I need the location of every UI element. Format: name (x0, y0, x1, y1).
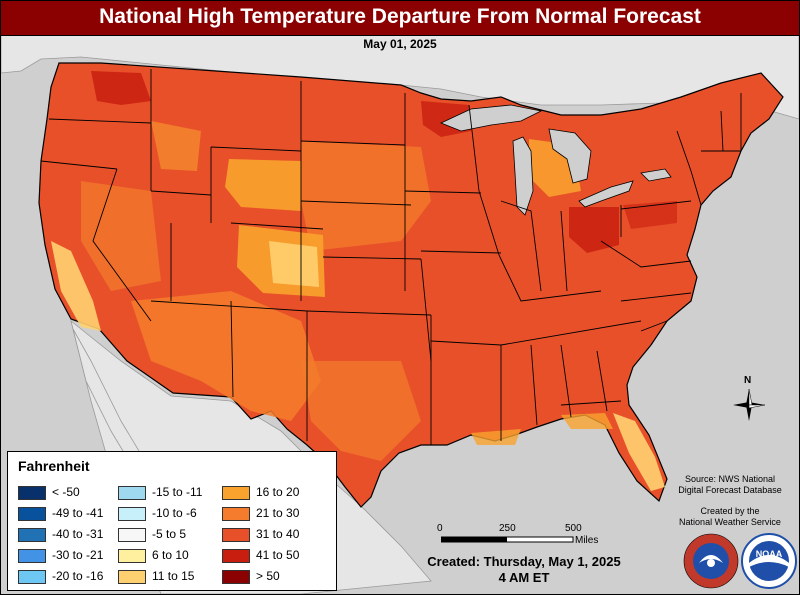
legend-item: 41 to 50 (222, 547, 299, 563)
legend-swatch (222, 485, 250, 500)
title-bar: National High Temperature Departure From… (1, 1, 799, 36)
source-note: Source: NWS National Digital Forecast Da… (665, 474, 795, 496)
source-line-1: Source: NWS National (684, 474, 776, 484)
lake-erie (578, 180, 634, 208)
noaa-logo: NOAA (741, 533, 797, 589)
legend-swatch (222, 506, 250, 521)
lake-michigan (512, 136, 534, 216)
warm-region-nevada (81, 181, 161, 291)
created-line-1: Created: Thursday, May 1, 2025 (427, 554, 621, 569)
warm-region-plains (301, 141, 431, 251)
created-note: Created: Thursday, May 1, 2025 4 AM ET (399, 554, 649, 586)
mild-region-wyoming (225, 159, 301, 211)
legend-item: -5 to 5 (118, 526, 186, 542)
legend-item: 11 to 15 (118, 568, 194, 584)
legend-item: -20 to -16 (18, 568, 103, 584)
nws-logo (683, 533, 739, 589)
scale-unit: Miles (575, 535, 599, 546)
mild-region-colorado-core (269, 241, 319, 287)
mild-region-florida (613, 413, 665, 491)
noaa-logo-text: NOAA (756, 549, 783, 559)
legend-item: < -50 (18, 484, 80, 500)
legend-swatch (18, 506, 46, 521)
legend-swatch (118, 485, 146, 500)
warm-region-southwest (131, 291, 321, 421)
legend-swatch (222, 527, 250, 542)
legend-item: 31 to 40 (222, 526, 299, 542)
scale-bar (441, 536, 574, 543)
credit-line-2: National Weather Service (679, 517, 781, 527)
lake-superior (439, 104, 543, 132)
legend-swatch (118, 506, 146, 521)
legend-item: -10 to -6 (118, 505, 197, 521)
legend-item: -40 to -31 (18, 526, 103, 542)
legend-item: 16 to 20 (222, 484, 299, 500)
legend-item: -49 to -41 (18, 505, 103, 521)
legend-item: 6 to 10 (118, 547, 189, 563)
legend-swatch (18, 527, 46, 542)
legend-title: Fahrenheit (18, 458, 90, 474)
legend-swatch (222, 548, 250, 563)
legend-swatch (118, 548, 146, 563)
compass-north-label: N (744, 375, 752, 386)
legend-swatch (118, 569, 146, 584)
scale-tick-250: 250 (499, 523, 516, 534)
legend-swatch (222, 569, 250, 584)
compass-rose (733, 388, 766, 421)
credit-note: Created by the National Weather Service (665, 506, 795, 528)
map-title: National High Temperature Departure From… (99, 5, 701, 28)
state-boundaries (40, 69, 742, 445)
scale-tick-500: 500 (565, 523, 582, 534)
legend-item: -15 to -11 (118, 484, 202, 500)
mild-region-idaho (151, 121, 201, 171)
legend: Fahrenheit < -50 -49 to -41 -40 to -31 -… (7, 451, 337, 591)
created-line-2: 4 AM ET (498, 570, 550, 585)
heat-region-ohio (569, 207, 619, 253)
legend-item: > 50 (222, 568, 280, 584)
source-line-2: Digital Forecast Database (678, 485, 782, 495)
scale-tick-0: 0 (437, 523, 443, 534)
legend-swatch (118, 527, 146, 542)
lake-ontario (640, 168, 672, 182)
heat-region-washington (91, 71, 151, 105)
legend-item: -30 to -21 (18, 547, 103, 563)
lake-huron (548, 128, 592, 184)
legend-item: 21 to 30 (222, 505, 299, 521)
mild-region-gulf-coast (471, 429, 521, 445)
mild-region-california-coast (51, 241, 101, 331)
forecast-date: May 01, 2025 (363, 37, 437, 51)
credit-line-1: Created by the (700, 506, 760, 516)
heat-region-pennsylvania (623, 201, 677, 229)
legend-swatch (18, 569, 46, 584)
mild-region-florida-panhandle (561, 413, 613, 429)
legend-swatch (18, 548, 46, 563)
warm-region-texas (301, 361, 421, 461)
legend-swatch (18, 485, 46, 500)
